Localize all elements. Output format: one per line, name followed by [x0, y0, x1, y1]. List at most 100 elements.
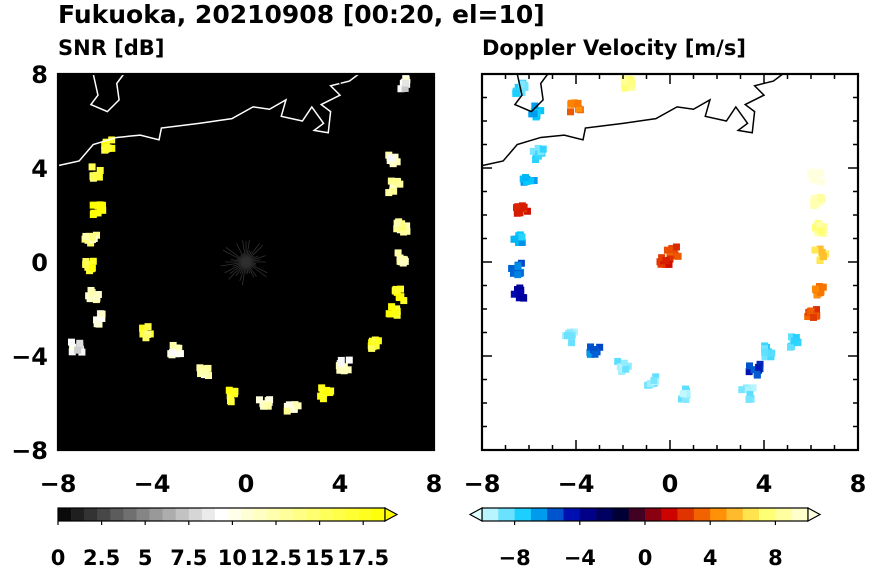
echo-cell-14-3: [787, 333, 795, 341]
echo-cell-22-8: [662, 257, 670, 265]
echo-cell-21-2: [385, 189, 393, 197]
echo-cell-8-4: [620, 359, 628, 367]
echo-cell-4-8: [88, 264, 96, 272]
echo-cell-18-0: [814, 229, 822, 237]
colorbar-tick-label: 0: [51, 546, 66, 570]
echo-cell-23-5: [397, 85, 405, 93]
echo-cell-0-3: [102, 139, 110, 147]
echo-cell-23-7: [518, 80, 526, 88]
echo-cell-26-8: [628, 79, 636, 87]
center-noise-ray: [242, 240, 247, 263]
colorbar-swatch: [693, 508, 711, 521]
echo-cell-13-6: [760, 345, 768, 353]
echo-cell-7-7: [74, 346, 82, 354]
x-tick-label: 4: [756, 470, 773, 498]
echo-cell-15-8: [809, 313, 817, 321]
center-noise-ray: [239, 261, 247, 282]
echo-cell-25-6: [575, 105, 583, 113]
echo-cell-22-7: [665, 260, 673, 268]
echo-cell-16-8: [811, 285, 819, 293]
doppler-panel-title: Doppler Velocity [m/s]: [482, 36, 746, 60]
echo-cell-5-3: [510, 290, 518, 298]
colorbar-swatch: [775, 508, 792, 521]
echo-cell-21-7: [674, 252, 682, 260]
echo-cell-0-7: [102, 145, 110, 153]
echo-cell-12-0: [745, 368, 753, 376]
echo-cell-10-5: [196, 364, 204, 372]
echo-cell-6-4: [93, 316, 101, 324]
echo-cell-1-8: [88, 163, 96, 171]
colorbar-swatch: [110, 508, 124, 521]
echo-cell-26-7: [621, 84, 629, 92]
echo-cell-15-6: [807, 308, 815, 316]
snr-panel: −8 −4 0 4 8 8 4 0 −4 −8 0 2.5 5 7.5 10 12.5 15 17.5: [11, 61, 442, 570]
echo-cell-13-8: [761, 348, 769, 356]
echo-cell-24-8: [530, 110, 538, 118]
center-noise-ray: [235, 261, 247, 277]
colorbar-swatch: [345, 508, 360, 521]
echo-cell-2-7: [89, 201, 97, 209]
echo-cell-3-8: [88, 234, 96, 242]
echo-cell-2-7: [520, 203, 528, 211]
colorbar-swatch: [241, 508, 255, 521]
colorbar-swatch: [58, 508, 72, 521]
center-noise-ray: [245, 261, 257, 265]
echo-cell-22-1: [393, 158, 401, 166]
colorbar-swatch: [628, 508, 646, 521]
echo-cell-15-2: [345, 356, 353, 364]
colorbar-swatch: [280, 508, 294, 521]
echo-cell-15-3: [340, 367, 348, 375]
echo-cell-21-7: [390, 187, 398, 195]
echo-cell-18-7: [396, 293, 404, 301]
center-noise-ray: [245, 239, 250, 263]
center-noise-ray: [245, 245, 263, 263]
echo-cell-14-4: [327, 387, 335, 395]
echo-cell-13-4: [761, 353, 769, 361]
echo-cell-7-8: [67, 338, 75, 346]
echo-cell-14-8: [791, 337, 799, 345]
echo-cell-3-3: [84, 236, 92, 244]
colorbar-tick-label: 5: [138, 546, 153, 570]
colorbar-swatch: [71, 508, 85, 521]
echo-cell-9-5: [169, 341, 177, 349]
colorbar-swatch: [84, 508, 98, 521]
colorbar-swatch: [726, 508, 744, 521]
echo-cell-2-8: [516, 209, 524, 217]
echo-cell-17-6: [816, 245, 824, 253]
echo-cell-15-1: [812, 306, 820, 314]
echo-cell-7-7: [589, 346, 597, 354]
x-tick-label: −4: [558, 470, 595, 498]
echo-cell-7-8: [591, 350, 599, 358]
colorbar-extend-max: [384, 506, 399, 523]
echo-cell-12-6: [260, 402, 268, 410]
center-noise-ray: [245, 261, 267, 278]
echo-cell-22-6: [666, 255, 674, 263]
echo-cell-16-8: [374, 337, 382, 345]
echo-cell-3-7: [82, 232, 90, 240]
echo-cell-20-7: [807, 171, 815, 179]
colorbar-swatch: [710, 508, 727, 521]
echo-cell-1-7: [93, 171, 101, 179]
colorbar-swatch: [97, 508, 111, 521]
figure-title: Fukuoka, 20210908 [00:20, el=10]: [58, 0, 545, 29]
echo-cell-11-1: [226, 392, 234, 400]
echo-cell-5-6: [94, 291, 102, 299]
echo-cell-23-8: [512, 89, 520, 97]
coastline: [481, 73, 784, 167]
echo-layer: [508, 75, 829, 403]
echo-cell-14-8: [318, 384, 326, 392]
echo-cell-1-6: [89, 172, 97, 180]
echo-cell-0-8: [108, 136, 116, 144]
echo-cell-2-6: [512, 204, 520, 212]
center-noise-ray: [245, 261, 255, 278]
echo-cell-21-8: [396, 180, 404, 188]
echo-cell-15-4: [340, 363, 348, 371]
colorbar-swatch: [228, 508, 242, 521]
echo-cell-8-2: [614, 357, 622, 365]
echo-cell-11-8: [745, 395, 753, 403]
center-noise-ray: [236, 243, 247, 263]
echo-cell-5-5: [87, 286, 95, 294]
echo-cell-2-3: [90, 209, 98, 217]
colorbar-swatch: [579, 508, 597, 521]
colorbar-tick-label: 8: [768, 546, 783, 570]
